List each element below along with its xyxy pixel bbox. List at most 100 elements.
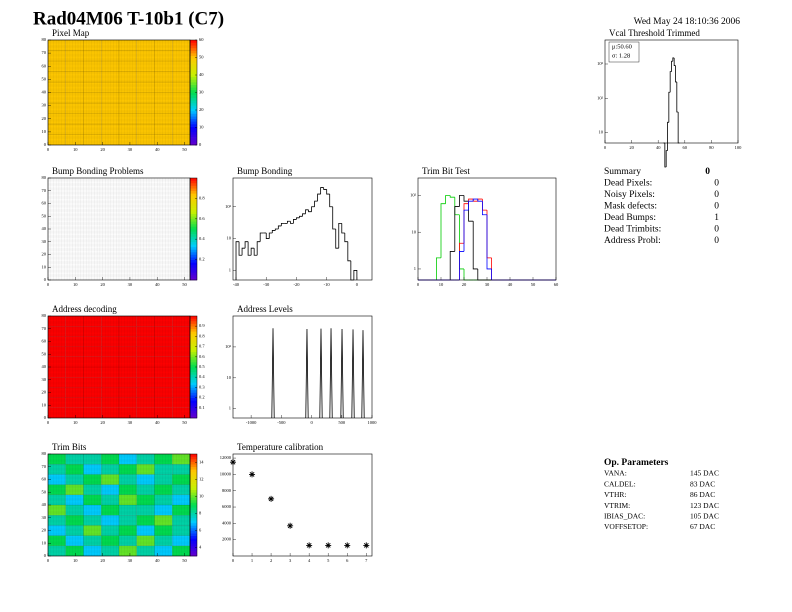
y-tick-label: 10 — [42, 402, 47, 407]
z-tick-label: 0.8 — [199, 195, 205, 200]
marker — [268, 495, 275, 502]
color-scale — [190, 346, 197, 350]
y-tick-label: 40 — [42, 502, 47, 507]
y-tick-label: 50 — [42, 76, 47, 81]
color-scale — [190, 208, 197, 212]
histogram-bin — [293, 219, 297, 224]
color-scale — [190, 377, 197, 381]
histogram-bin — [241, 247, 246, 256]
color-scale — [190, 53, 197, 57]
x-tick-label: -10 — [324, 282, 331, 287]
color-scale — [190, 218, 197, 222]
op-label: VOFFSETOP: — [604, 522, 648, 531]
color-scale — [190, 129, 197, 133]
color-scale — [190, 333, 197, 337]
op-label: IBIAS_DAC: — [604, 512, 645, 521]
panel-title: Trim Bits — [52, 442, 87, 452]
z-tick-label: 12 — [199, 477, 204, 482]
marker — [249, 471, 256, 478]
histogram-bin — [477, 199, 483, 202]
z-tick-label: 4 — [199, 545, 202, 550]
color-scale — [190, 553, 197, 557]
z-tick-label: 0.3 — [199, 384, 205, 389]
x-tick-label: 50 — [182, 282, 187, 287]
color-scale — [190, 479, 197, 483]
color-scale — [190, 259, 197, 263]
histogram-bin — [317, 193, 321, 202]
color-scale — [190, 372, 197, 375]
y-tick-label: 60 — [42, 477, 47, 482]
x-tick-label: 30 — [128, 558, 133, 563]
color-scale — [190, 178, 197, 181]
summary-label: Dead Bumps: — [604, 213, 656, 223]
color-scale — [190, 359, 197, 363]
color-scale — [190, 410, 197, 414]
color-scale — [190, 351, 197, 355]
x-tick-label: 0 — [47, 282, 50, 287]
x-tick-label: 30 — [128, 147, 133, 152]
color-scale — [190, 74, 197, 78]
y-tick-label: 40 — [42, 226, 47, 231]
plot-frame — [232, 453, 373, 557]
panel-title: Vcal Threshold Trimmed — [609, 28, 700, 38]
color-scale — [190, 131, 197, 135]
color-scale — [190, 349, 197, 352]
histogram-bin — [341, 223, 345, 234]
histogram-bin — [454, 206, 460, 252]
histogram-bin — [259, 232, 264, 242]
color-scale — [190, 367, 197, 370]
color-scale — [190, 188, 197, 192]
x-tick-label: 7 — [365, 558, 368, 563]
color-scale — [190, 505, 197, 508]
color-scale — [190, 84, 197, 88]
z-tick-label: 8 — [199, 511, 202, 516]
color-scale — [190, 499, 197, 503]
op-value: 145 DAC — [690, 469, 719, 478]
color-scale — [190, 361, 197, 365]
date: Wed May 24 18:10:36 2006 — [634, 17, 741, 27]
color-scale — [190, 550, 197, 554]
histogram-bin — [463, 209, 469, 252]
y-tick-label: 70 — [42, 464, 47, 469]
color-scale — [190, 100, 197, 104]
histogram-bin — [305, 209, 309, 214]
color-scale — [190, 459, 197, 462]
x-tick-label: 5 — [327, 558, 330, 563]
x-tick-label: 0 — [310, 420, 313, 425]
y-tick-label: 10² — [597, 95, 604, 100]
color-scale — [190, 402, 197, 406]
summary-label: Address Probl: — [604, 236, 661, 246]
color-scale — [190, 392, 197, 396]
panel-title: Trim Bit Test — [422, 166, 470, 176]
x-tick-label: 20 — [462, 282, 467, 287]
color-scale — [190, 40, 197, 43]
color-scale — [190, 105, 197, 109]
histogram-bin — [265, 232, 270, 239]
y-tick-label: 30 — [42, 377, 47, 382]
spike — [340, 328, 344, 419]
y-tick-label: 10² — [225, 204, 232, 209]
y-tick-label: 60 — [42, 63, 47, 68]
histogram-bin — [268, 232, 273, 239]
z-tick-label: 0.4 — [199, 236, 205, 241]
z-tick-label: 0.8 — [199, 333, 205, 338]
x-tick-label: 0 — [356, 282, 359, 287]
color-scale — [190, 515, 197, 519]
color-scale — [190, 507, 197, 511]
histogram-bin — [244, 241, 249, 249]
z-tick-label: 0.6 — [199, 216, 205, 221]
color-scale — [190, 400, 197, 403]
x-tick-label: 20 — [100, 558, 105, 563]
color-scale — [190, 239, 197, 243]
color-scale — [190, 535, 197, 539]
y-tick-label: 1 — [414, 266, 416, 271]
color-scale — [190, 489, 197, 493]
color-scale — [190, 121, 197, 125]
histogram-bin — [468, 200, 474, 211]
x-tick-label: 10 — [439, 282, 444, 287]
y-tick-label: 20 — [42, 390, 47, 395]
histogram-bin — [247, 241, 252, 256]
color-scale — [190, 79, 197, 83]
color-scale — [190, 464, 197, 468]
color-scale — [190, 47, 197, 51]
